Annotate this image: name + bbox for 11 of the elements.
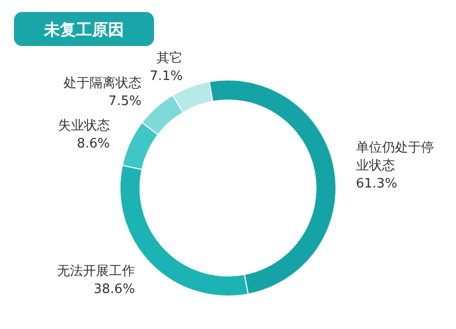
data-label: 7.5%: [108, 94, 142, 109]
slice-label: 单位仍处于停业状态: [356, 140, 434, 174]
slice-label: 无法开展工作: [56, 264, 135, 279]
data-label: 61.3%: [356, 176, 398, 192]
slice-label: 失业状态: [58, 118, 110, 134]
data-label: 8.6%: [76, 136, 110, 152]
chart-title: 未复工原因: [43, 20, 124, 39]
slice-label: 处于隔离状态: [63, 74, 142, 91]
data-label: 38.6%: [94, 282, 135, 297]
slice-label: 其它: [156, 50, 183, 66]
data-label: 7.1%: [150, 69, 183, 84]
